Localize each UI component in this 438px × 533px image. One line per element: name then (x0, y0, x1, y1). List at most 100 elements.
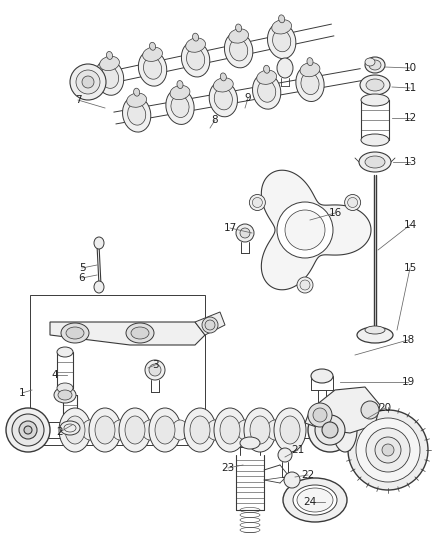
Ellipse shape (155, 416, 175, 444)
Ellipse shape (268, 23, 296, 59)
Ellipse shape (240, 228, 250, 238)
Ellipse shape (361, 401, 379, 419)
Ellipse shape (244, 408, 276, 452)
Polygon shape (50, 322, 205, 345)
Ellipse shape (126, 323, 154, 343)
Ellipse shape (134, 88, 140, 96)
Text: 14: 14 (403, 220, 417, 230)
Text: 8: 8 (212, 115, 218, 125)
Ellipse shape (278, 448, 292, 462)
Ellipse shape (315, 415, 345, 445)
Ellipse shape (277, 58, 293, 78)
Ellipse shape (205, 320, 215, 330)
Text: 10: 10 (403, 63, 417, 73)
Ellipse shape (177, 80, 183, 88)
Ellipse shape (100, 67, 119, 88)
Ellipse shape (112, 420, 128, 440)
Ellipse shape (220, 416, 240, 444)
Ellipse shape (307, 58, 313, 66)
Ellipse shape (356, 418, 420, 482)
Ellipse shape (213, 78, 233, 92)
Ellipse shape (361, 134, 389, 146)
Ellipse shape (272, 30, 291, 52)
Ellipse shape (283, 478, 347, 522)
Ellipse shape (365, 58, 375, 66)
Ellipse shape (311, 369, 333, 383)
Ellipse shape (365, 57, 385, 73)
Text: 18: 18 (401, 335, 415, 345)
Ellipse shape (348, 410, 428, 490)
Ellipse shape (125, 416, 145, 444)
Text: 19: 19 (401, 377, 415, 387)
Ellipse shape (230, 39, 248, 61)
Ellipse shape (250, 416, 270, 444)
Polygon shape (195, 312, 225, 335)
Ellipse shape (229, 29, 248, 43)
Ellipse shape (322, 422, 338, 438)
Ellipse shape (186, 38, 205, 52)
Ellipse shape (348, 198, 358, 207)
Bar (30, 295, 205, 445)
Ellipse shape (94, 281, 104, 293)
Text: 11: 11 (403, 83, 417, 93)
Ellipse shape (249, 195, 265, 211)
Ellipse shape (237, 420, 253, 440)
Ellipse shape (149, 42, 155, 50)
Ellipse shape (6, 408, 50, 452)
Ellipse shape (144, 58, 162, 79)
Ellipse shape (127, 103, 146, 125)
Ellipse shape (70, 64, 106, 100)
Ellipse shape (300, 62, 320, 77)
Ellipse shape (361, 94, 389, 106)
Ellipse shape (94, 237, 104, 249)
Ellipse shape (131, 327, 149, 339)
Ellipse shape (149, 364, 161, 376)
Ellipse shape (99, 56, 120, 70)
Ellipse shape (366, 79, 384, 91)
Ellipse shape (66, 327, 84, 339)
Text: 21: 21 (291, 445, 304, 455)
Ellipse shape (365, 156, 385, 168)
Ellipse shape (123, 96, 151, 132)
Ellipse shape (58, 390, 72, 400)
Ellipse shape (89, 408, 121, 452)
Ellipse shape (143, 47, 162, 61)
Text: 5: 5 (79, 263, 85, 273)
Ellipse shape (170, 85, 190, 100)
Ellipse shape (59, 408, 91, 452)
Ellipse shape (333, 408, 357, 452)
Ellipse shape (214, 408, 246, 452)
Ellipse shape (181, 41, 210, 77)
Ellipse shape (82, 76, 94, 88)
Ellipse shape (214, 88, 233, 110)
Ellipse shape (166, 88, 194, 124)
Text: 22: 22 (301, 470, 314, 480)
Ellipse shape (308, 408, 352, 452)
Ellipse shape (277, 202, 333, 258)
Ellipse shape (76, 70, 100, 94)
Ellipse shape (360, 75, 390, 95)
Ellipse shape (375, 437, 401, 463)
Ellipse shape (60, 421, 80, 435)
Ellipse shape (209, 81, 237, 117)
Text: 13: 13 (403, 157, 417, 167)
Ellipse shape (220, 73, 226, 81)
Ellipse shape (382, 444, 394, 456)
Ellipse shape (236, 24, 242, 32)
Ellipse shape (193, 33, 199, 41)
Ellipse shape (127, 93, 147, 107)
Ellipse shape (369, 60, 381, 70)
Ellipse shape (285, 210, 325, 250)
Ellipse shape (359, 152, 391, 172)
Ellipse shape (190, 416, 210, 444)
Polygon shape (305, 387, 380, 433)
Text: 6: 6 (79, 273, 85, 283)
Ellipse shape (257, 70, 276, 84)
Ellipse shape (280, 416, 300, 444)
Text: 24: 24 (304, 497, 317, 507)
Ellipse shape (297, 277, 313, 293)
Text: 4: 4 (52, 370, 58, 380)
Text: 9: 9 (245, 93, 251, 103)
Ellipse shape (300, 280, 310, 290)
Ellipse shape (138, 51, 167, 86)
